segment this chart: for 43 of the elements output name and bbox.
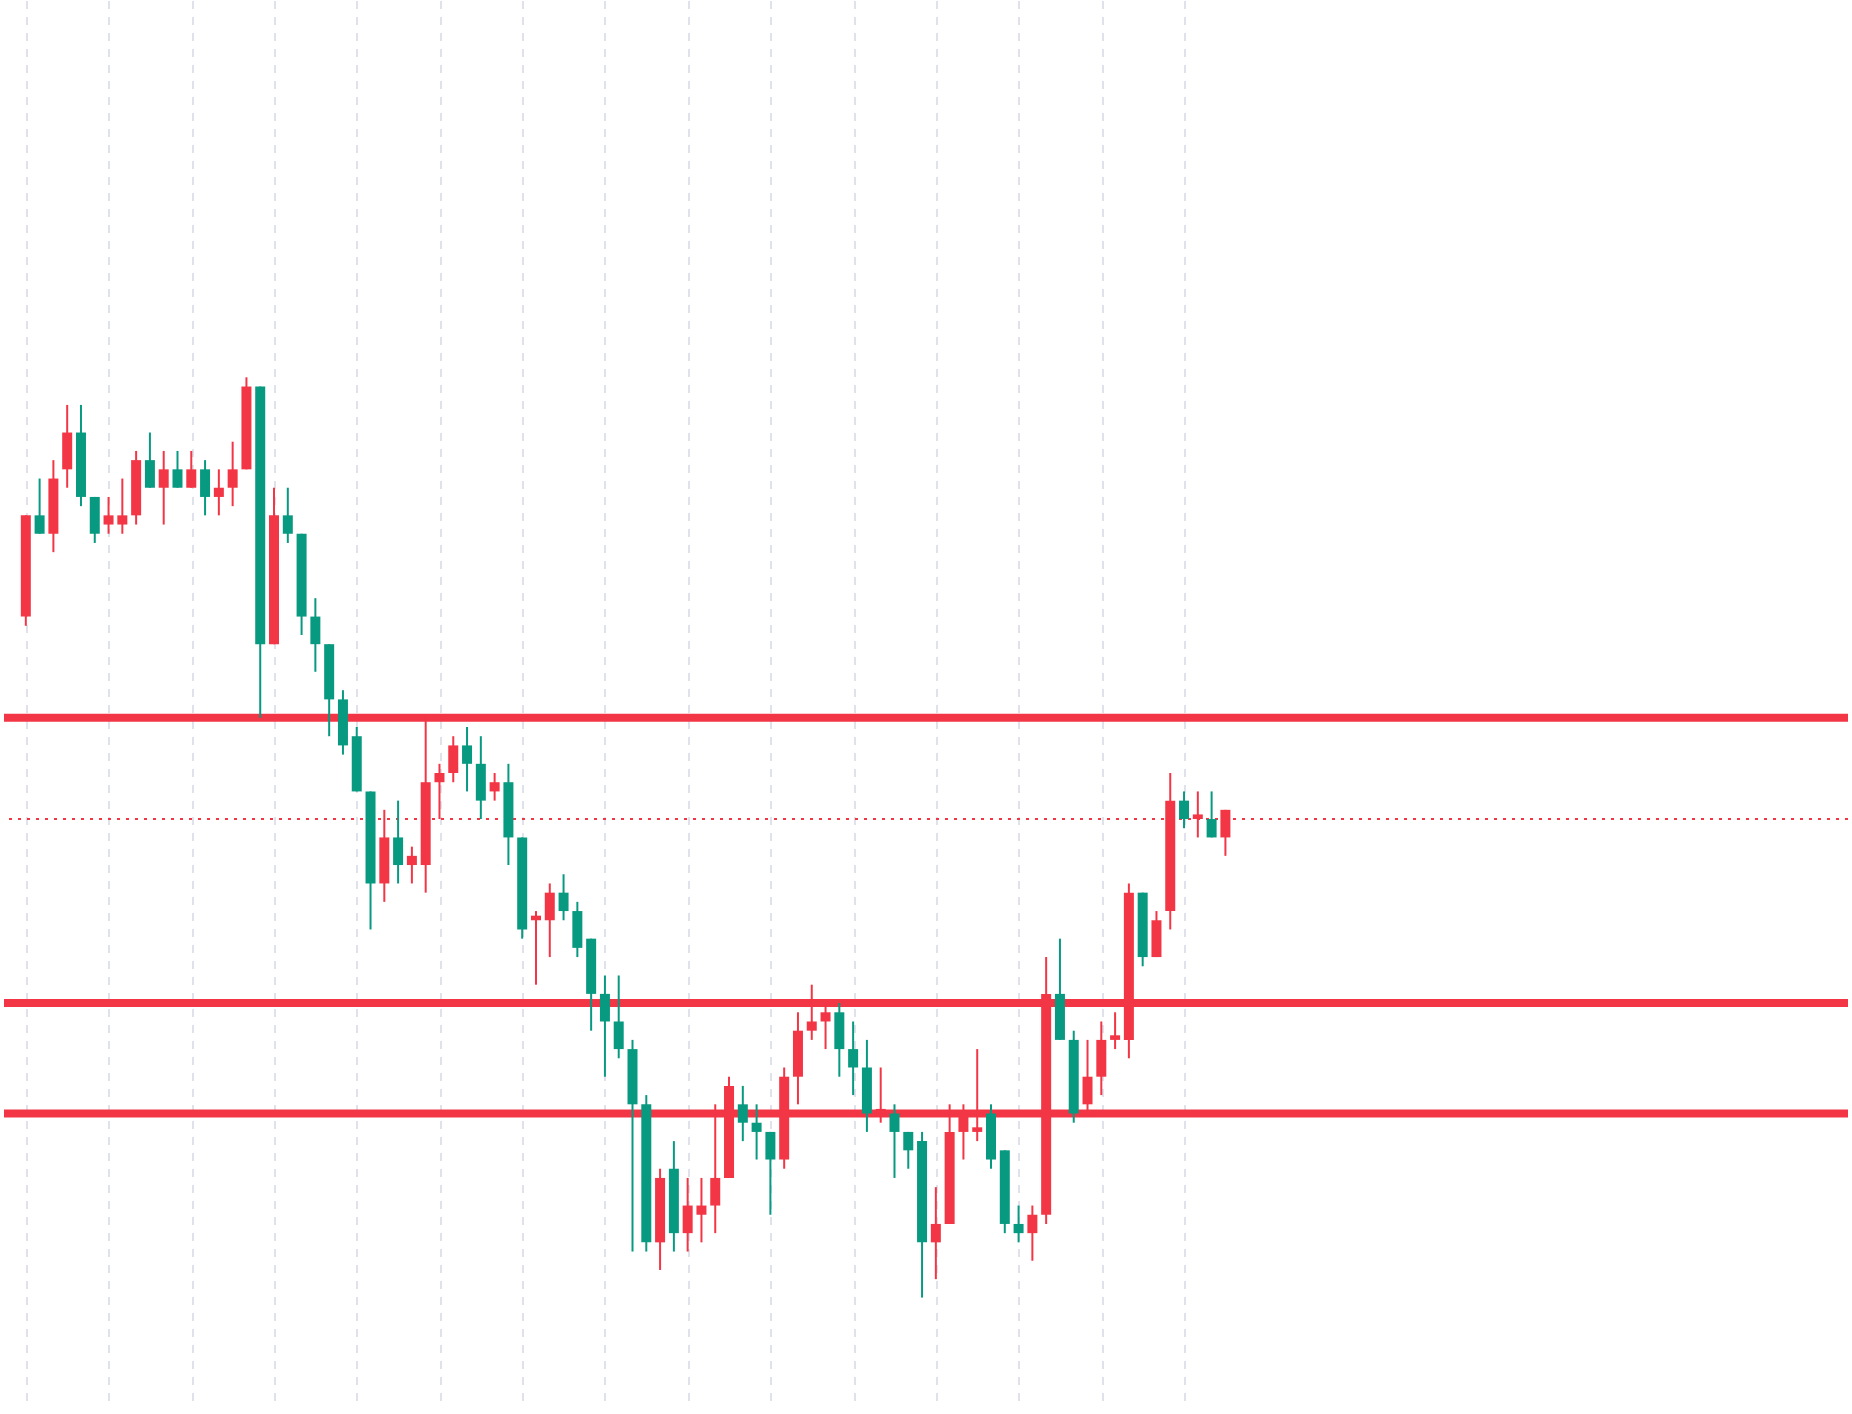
candlestick [613,974,624,1060]
candlestick [765,1130,776,1216]
candlestick [1027,1204,1038,1262]
candlestick [930,1186,941,1281]
candlestick [834,1002,845,1078]
candlestick [1179,790,1190,830]
candlestick [475,735,486,821]
candlestick [172,449,183,489]
candlestick [227,440,238,508]
candlestick [1054,937,1065,1041]
candlestick [200,459,211,517]
candlestick [89,495,100,544]
candlestick [282,486,293,544]
candlestick [144,431,155,489]
candlestick [1096,1020,1107,1097]
candlestick [1151,910,1162,959]
candlestick [1206,790,1217,839]
candlestick [544,882,555,959]
candlestick [1110,1011,1121,1051]
candlestick [572,900,583,959]
candlestick [310,597,321,673]
candlestick [599,974,610,1078]
candlestick [393,799,404,885]
candlestick [1013,1204,1024,1244]
candlestick [62,403,73,489]
candlestick [34,477,45,535]
candlestick [186,449,197,489]
candlestick [737,1084,748,1143]
candlestick [861,1038,872,1133]
candlestick [889,1103,900,1179]
candlestick [751,1103,762,1161]
candlestick [558,873,569,922]
candlestick [337,689,348,756]
candlestick [903,1130,914,1170]
candlestick [158,449,169,526]
candlestick [462,726,473,793]
candlestick [986,1103,996,1170]
candlestick [406,845,417,885]
candlestick [448,735,459,784]
candlestick [792,1011,803,1106]
candlestick [848,1020,859,1097]
candlestick [213,468,224,517]
candlestick [489,772,500,802]
